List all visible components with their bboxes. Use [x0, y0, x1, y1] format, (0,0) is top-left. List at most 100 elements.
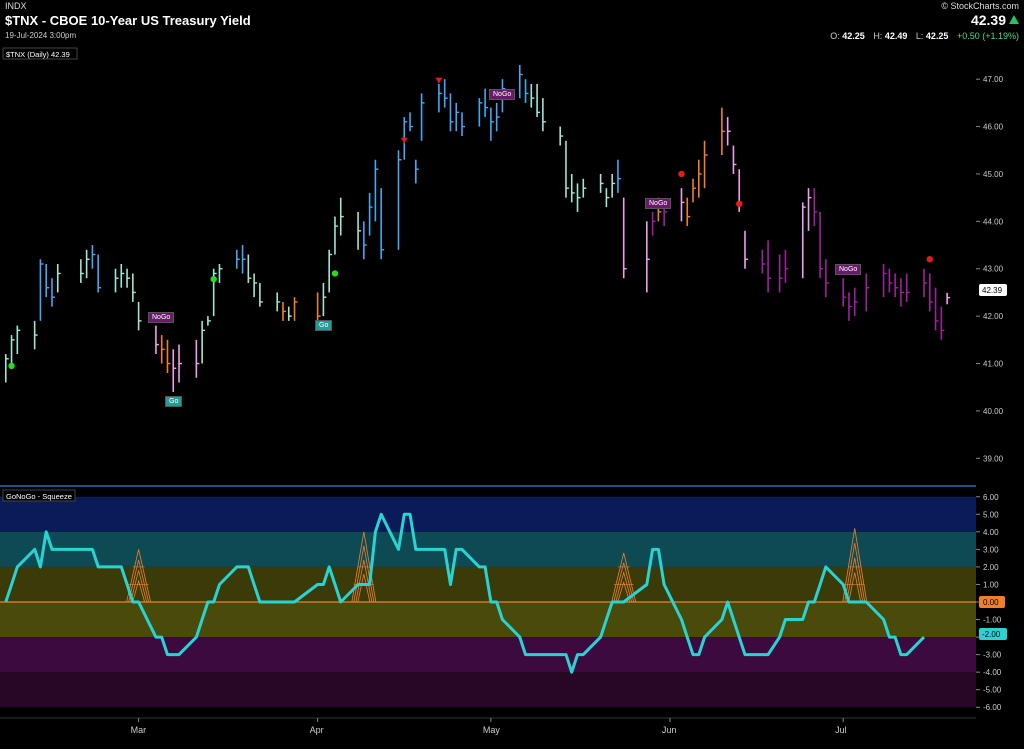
- oscillator-tick-label: -4.00: [983, 668, 1002, 677]
- brand-label: © StockCharts.com: [941, 1, 1019, 11]
- price-bar: [928, 273, 933, 312]
- squeeze-climb-line: [351, 531, 377, 603]
- squeeze-climb-line: [355, 559, 373, 603]
- price-bar: [415, 159, 419, 184]
- oscillator-tick-label: -3.00: [983, 651, 1002, 660]
- price-bar: [120, 264, 125, 288]
- price-bar: [582, 178, 587, 198]
- oscillator-tick-label: 5.00: [983, 510, 999, 519]
- price-bar: [374, 159, 379, 222]
- squeeze-climb-line: [611, 552, 637, 603]
- price-bar: [409, 112, 414, 132]
- oscillator-tick-label: 1.00: [983, 580, 999, 589]
- price-bar: [565, 140, 569, 198]
- price-bar: [39, 259, 44, 321]
- squeeze-climb-2: [611, 552, 637, 603]
- price-bar: [259, 282, 263, 307]
- price-tick-label: 46.00: [983, 123, 1004, 132]
- price-tick-label: 42.00: [983, 312, 1004, 321]
- price-bar: [940, 306, 945, 340]
- squeeze-climb-3: [842, 528, 868, 603]
- price-bar: [905, 273, 910, 302]
- oscillator-tick-label: 4.00: [983, 528, 999, 537]
- squeeze-climb-line: [132, 579, 145, 603]
- chart-date: 19-Jul-2024 3:00pm: [5, 31, 77, 40]
- price-bar: [761, 249, 766, 274]
- oscillator-panel-text: GoNoGo - Squeeze: [6, 492, 72, 501]
- squeeze-climb-line: [357, 573, 371, 603]
- squeeze-climb-line: [617, 580, 631, 603]
- price-bar: [235, 249, 240, 269]
- sell-triangle-marker: [400, 137, 408, 144]
- squeeze-climb-line: [846, 557, 864, 603]
- oscillator-tick-label: -5.00: [983, 686, 1002, 695]
- zero-tag-text: 0.00: [983, 598, 999, 607]
- go-label: Go: [165, 396, 183, 407]
- high-value: 42.49: [884, 31, 908, 41]
- oscillator-tick-label: 2.00: [983, 563, 999, 572]
- price-bar: [865, 273, 870, 312]
- price-bar: [293, 297, 298, 321]
- open-label: O:: [830, 31, 840, 41]
- oscillator-panel-label: GoNoGo - Squeeze: [2, 489, 76, 502]
- price-bar: [282, 301, 286, 321]
- oscillator-series: [4, 512, 926, 674]
- price-bar: [946, 292, 951, 305]
- price-bar: [172, 349, 177, 392]
- ohlc-readout: O: 42.25 H: 42.49 L: 42.25 +0.50 (+1.19%…: [830, 31, 1019, 41]
- change-value: +0.50 (+1.19%): [956, 31, 1019, 41]
- price-bar: [241, 245, 246, 274]
- price-bar: [420, 93, 425, 141]
- price-bar: [287, 306, 292, 321]
- price-bar: [732, 145, 737, 174]
- price-bar: [784, 249, 789, 283]
- price-bar: [247, 254, 252, 283]
- go-label: Go: [315, 320, 333, 331]
- price-bar: [524, 79, 529, 103]
- price-bar: [56, 264, 61, 293]
- price-bar: [45, 264, 50, 298]
- price-bar: [518, 64, 523, 99]
- price-bar: [478, 98, 483, 127]
- price-panel-text: $TNX (Daily) 42.39: [6, 50, 70, 59]
- index-label: INDX: [5, 1, 27, 11]
- last-price-tag-text: 42.39: [982, 286, 1003, 295]
- signal-dot: [8, 362, 15, 370]
- price-bar: [923, 268, 928, 298]
- price-tick-label: 40.00: [983, 407, 1004, 416]
- signal-dot: [678, 170, 685, 178]
- price-tick-label: 39.00: [983, 454, 1004, 463]
- price-bar: [212, 268, 217, 317]
- price-bar: [322, 282, 327, 317]
- price-bar: [455, 102, 460, 132]
- price-bar: [91, 245, 96, 269]
- last-price: 42.39: [970, 12, 1006, 28]
- price-bar: [686, 197, 691, 227]
- date-axis: Mar Apr May Jun Jul: [131, 718, 847, 735]
- price-bar: [443, 79, 448, 108]
- price-bar: [97, 254, 102, 293]
- price-bar: [137, 301, 142, 331]
- price-bar: [767, 240, 772, 293]
- price-bar: [363, 221, 367, 260]
- price-bar: [680, 188, 685, 222]
- price-bar: [484, 88, 489, 118]
- signal-markers: [8, 77, 933, 370]
- price-bar: [132, 273, 136, 302]
- price-tick-label: 47.00: [983, 75, 1004, 84]
- oscillator-value-tag: -2.00: [979, 628, 1007, 640]
- price-bar: [461, 112, 466, 137]
- price-bar: [853, 287, 858, 317]
- price-bar: [617, 159, 621, 193]
- price-bar: [276, 292, 281, 312]
- price-bar: [218, 264, 223, 283]
- price-bar: [599, 173, 604, 193]
- price-bar: [368, 192, 373, 236]
- price-bar: [744, 230, 748, 269]
- price-bar: [721, 107, 725, 155]
- price-tick-label: 41.00: [983, 360, 1004, 369]
- oscillator-band-5: [0, 672, 976, 708]
- price-bar: [51, 278, 55, 307]
- price-bar: [934, 287, 939, 331]
